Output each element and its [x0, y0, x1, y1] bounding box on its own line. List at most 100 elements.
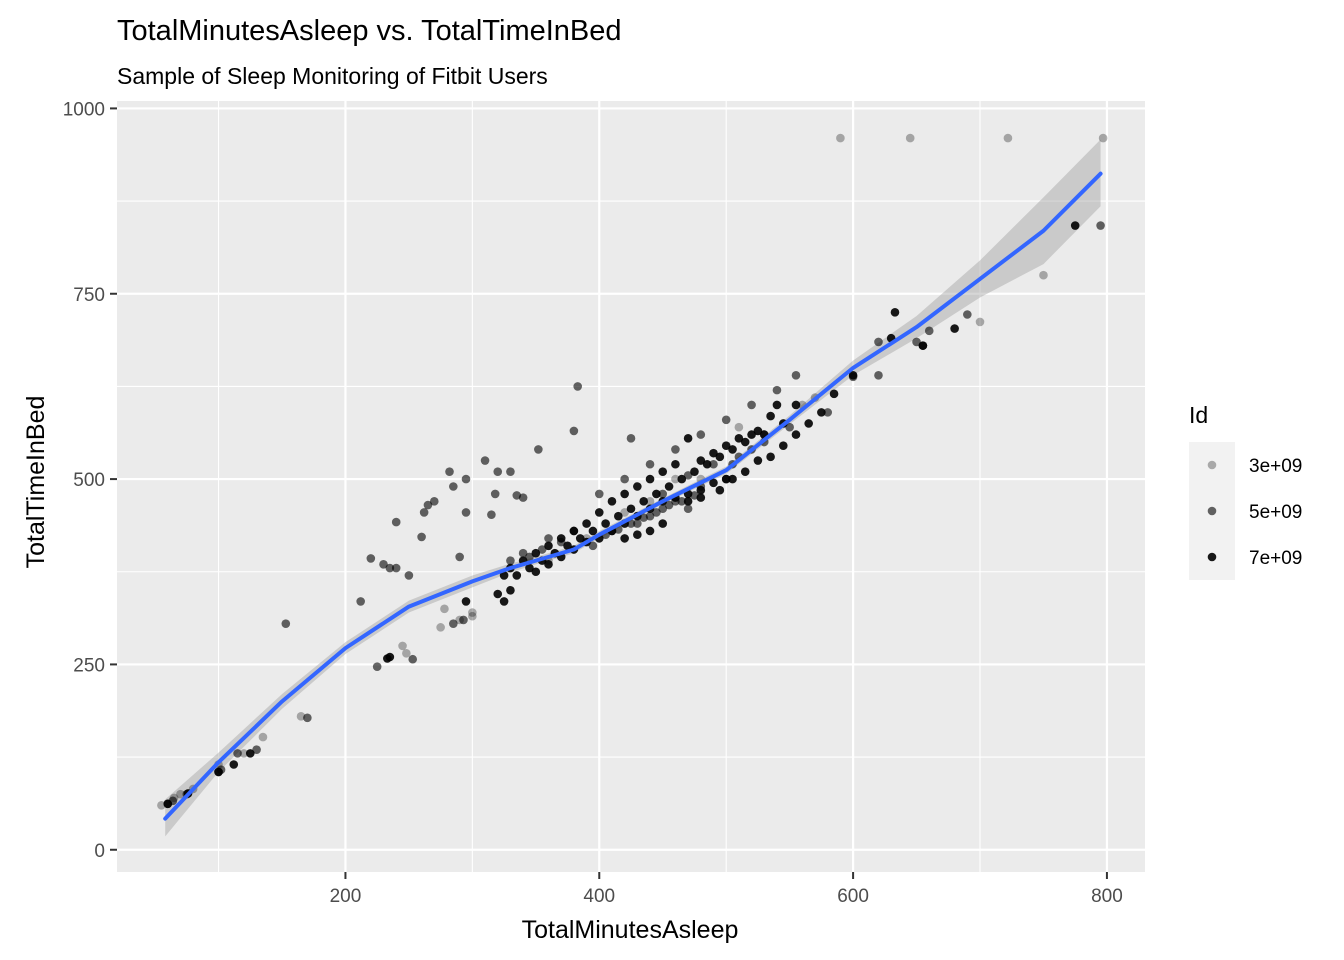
data-point [690, 467, 699, 476]
data-point [709, 478, 718, 488]
data-point [385, 563, 395, 573]
data-point [702, 459, 712, 469]
data-point [721, 474, 731, 484]
data-point [607, 497, 617, 506]
data-point [620, 508, 629, 517]
data-point [664, 482, 674, 491]
data-point [379, 560, 388, 569]
data-point [493, 589, 503, 599]
data-point [573, 382, 582, 391]
y-tick-label: 250 [73, 655, 105, 676]
y-axis-title: TotalTimeInBed [22, 396, 50, 569]
data-point [461, 474, 471, 484]
data-point [652, 489, 661, 499]
data-point [766, 411, 775, 421]
data-point [506, 467, 515, 476]
data-point [715, 485, 725, 495]
data-point [383, 654, 392, 663]
plot-panel [117, 101, 1145, 872]
data-point [715, 452, 725, 462]
data-point [419, 508, 429, 517]
chart-subtitle: Sample of Sleep Monitoring of Fitbit Use… [117, 63, 548, 89]
data-point [721, 415, 731, 425]
data-point [391, 517, 401, 527]
data-point [734, 434, 744, 443]
smooth-line [163, 171, 1103, 821]
data-point [614, 511, 623, 521]
legend-title: Id [1189, 402, 1208, 428]
legend-key [1189, 442, 1235, 488]
data-point [544, 541, 553, 551]
data-point [1003, 133, 1013, 143]
data-point [258, 732, 268, 742]
panel-background [117, 101, 1145, 872]
data-point [696, 456, 706, 465]
data-point [214, 767, 223, 777]
data-point [658, 519, 668, 528]
data-point [728, 474, 737, 484]
data-point [601, 519, 610, 528]
data-point [468, 608, 477, 617]
data-point [664, 500, 674, 510]
data-point [506, 585, 515, 595]
data-point [721, 441, 731, 451]
data-point [963, 310, 972, 319]
data-point [804, 419, 813, 428]
data-point [683, 471, 693, 480]
data-point [1096, 221, 1105, 230]
data-point [525, 552, 534, 562]
data-point [531, 548, 541, 558]
data-point [499, 571, 509, 580]
data-point [658, 489, 668, 499]
data-point [525, 563, 534, 573]
data-point [633, 482, 642, 491]
data-point [772, 400, 782, 410]
data-point [671, 445, 680, 454]
smooth-trend-line [163, 171, 1103, 821]
data-point [440, 604, 449, 614]
data-point [639, 497, 648, 506]
data-point [366, 554, 376, 563]
legend-label: 5e+09 [1249, 502, 1302, 523]
data-point [912, 337, 921, 347]
data-point [905, 133, 915, 143]
data-point [645, 459, 655, 469]
y-tick-label: 0 [94, 841, 105, 862]
data-point [461, 597, 471, 606]
data-point [696, 430, 706, 439]
data-point [499, 597, 509, 606]
data-point [817, 408, 826, 417]
data-point [753, 456, 763, 465]
legend-label: 7e+09 [1249, 548, 1302, 569]
data-point [848, 370, 858, 380]
legend-symbol [1207, 460, 1217, 470]
data-point [975, 317, 985, 327]
legend-label: 3e+09 [1249, 456, 1302, 477]
data-point [874, 337, 883, 347]
data-point [753, 426, 763, 436]
data-point [239, 749, 249, 758]
data-point [252, 745, 261, 754]
data-point [683, 497, 693, 506]
data-point [671, 459, 680, 469]
data-point [459, 615, 468, 625]
data-points [157, 133, 1108, 810]
data-point [506, 556, 515, 565]
axes: 200 400 600 800 0 250 500 750 1000 [63, 99, 1123, 907]
data-point [728, 445, 737, 454]
legend-symbol [1207, 506, 1217, 516]
data-point [924, 326, 934, 336]
data-point [1039, 270, 1048, 280]
data-point [594, 508, 604, 517]
data-point [588, 541, 598, 551]
data-point [487, 510, 496, 519]
data-point [455, 552, 464, 562]
data-point [404, 571, 414, 580]
data-point [534, 445, 543, 454]
data-point [449, 619, 458, 628]
data-point [512, 491, 522, 500]
data-point [740, 437, 750, 447]
data-point [778, 441, 788, 451]
